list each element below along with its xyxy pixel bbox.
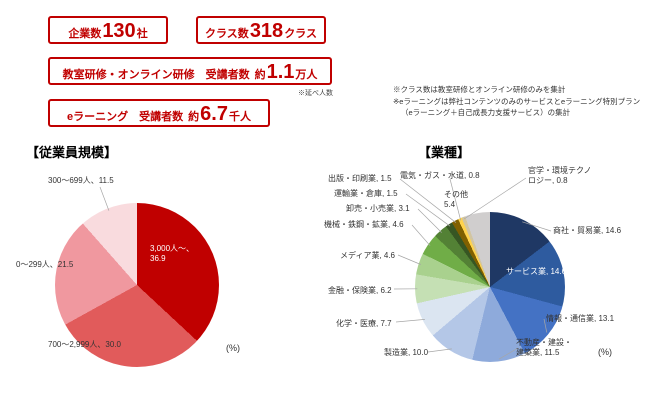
stat-value: 130 xyxy=(102,20,136,42)
pie-slice-label: 化学・医療, 7.7 xyxy=(336,319,392,328)
pie-slice-label: 金融・保険業, 6.2 xyxy=(328,286,392,295)
pie-labels: 3,000人～、36.9 700～2,999人、30.0 0～299人、21.5 30… xyxy=(0,140,300,413)
pie-slice-label: 3,000人～、36.9 xyxy=(150,244,195,263)
pie-slice-label: 700～2,999人、30.0 xyxy=(48,340,121,349)
stat-suffix: 千人 xyxy=(228,111,251,123)
pie-slice-label: メディア業, 4.6 xyxy=(340,251,396,260)
industry-chart: 【業種】 商社・貿易業, 14.6 サービス業, 14.6 情報・通信業, 13.1… xyxy=(300,140,650,413)
stat-label: クラス数 xyxy=(205,28,249,40)
footnote-line: ※クラス数は教室研修とオンライン研修のみを集計 xyxy=(393,85,566,94)
stat-suffix: 万人 xyxy=(295,69,318,81)
industry-pie xyxy=(415,212,565,362)
pie-slice-label: 機械・鉄鋼・鉱業, 4.6 xyxy=(324,220,404,229)
pie-slice-label: 卸売・小売業, 3.1 xyxy=(346,204,410,213)
stat-label: eラーニング 受講者数 xyxy=(67,111,184,123)
stat-label: 企業数 xyxy=(68,28,102,40)
pie-slice-label: 製造業, 10.0 xyxy=(384,348,429,357)
chart-title-employee-scale: 【従業員規模】 xyxy=(26,145,118,160)
stat-prefix: 約 xyxy=(188,111,200,123)
footnote-line: （eラーニング＋自己成長力支援サービス）の集計 xyxy=(401,108,571,117)
stat-value: 6.7 xyxy=(200,103,228,125)
pie-slice-label: 不動産・建設・建築業, 11.5 xyxy=(516,338,572,357)
employee-scale-pie xyxy=(55,203,219,367)
pie-slice-label: 運輸業・倉庫, 1.5 xyxy=(334,189,398,198)
chart-title-industry: 【業種】 xyxy=(418,145,471,160)
footnote-line: ※eラーニングは弊社コンテンツのみのサービスとeラーニング特別プラン xyxy=(393,96,641,106)
pie-slice-label: 出版・印刷業, 1.5 xyxy=(328,174,392,183)
unit-label: (%) xyxy=(598,347,612,357)
stat-box-classes: クラス数 318 クラス xyxy=(196,16,326,44)
pie-slice-label: 電気・ガス・水道, 0.8 xyxy=(400,171,480,180)
stat-box-companies: 企業数 130 社 xyxy=(48,16,168,44)
stat-value: 318 xyxy=(249,20,284,42)
stat-suffix: クラス xyxy=(284,28,317,40)
pie-slice-label: 300～699人、11.5 xyxy=(48,176,114,185)
pie-slice-label: 0～299人、21.5 xyxy=(16,260,74,269)
employee-scale-chart: 【従業員規模】 3,000人～、36.9 700～2,999人、30.0 0～299… xyxy=(0,140,300,413)
pie-slice-label: サービス業, 14.6 xyxy=(506,267,567,276)
unit-label: (%) xyxy=(226,343,240,353)
pie-slice-label: 官学・環境テクノロジー, 0.8 xyxy=(528,166,592,185)
note-total-headcount: ※延べ人数 xyxy=(298,90,333,97)
stat-label: 教室研修・オンライン研修 受講者数 xyxy=(62,69,250,81)
stat-prefix: 約 xyxy=(254,69,266,81)
stat-box-classroom-online-participants: 教室研修・オンライン研修 受講者数 約 1.1 万人 xyxy=(48,57,332,85)
pie-slice-label: 商社・貿易業, 14.6 xyxy=(553,226,622,235)
stat-box-elearning-participants: eラーニング 受講者数 約 6.7 千人 xyxy=(48,99,270,127)
footnotes: ※クラス数は教室研修とオンライン研修のみを集計 ※eラーニングは弊社コンテンツの… xyxy=(393,84,640,119)
stat-suffix: 社 xyxy=(136,28,148,40)
pie-slice-label: その他 5.4 xyxy=(444,190,468,209)
pie-labels: 商社・貿易業, 14.6 サービス業, 14.6 情報・通信業, 13.1 不動産・建… xyxy=(300,140,650,413)
stat-value: 1.1 xyxy=(266,61,295,83)
pie-slice-label: 情報・通信業, 13.1 xyxy=(546,314,615,323)
